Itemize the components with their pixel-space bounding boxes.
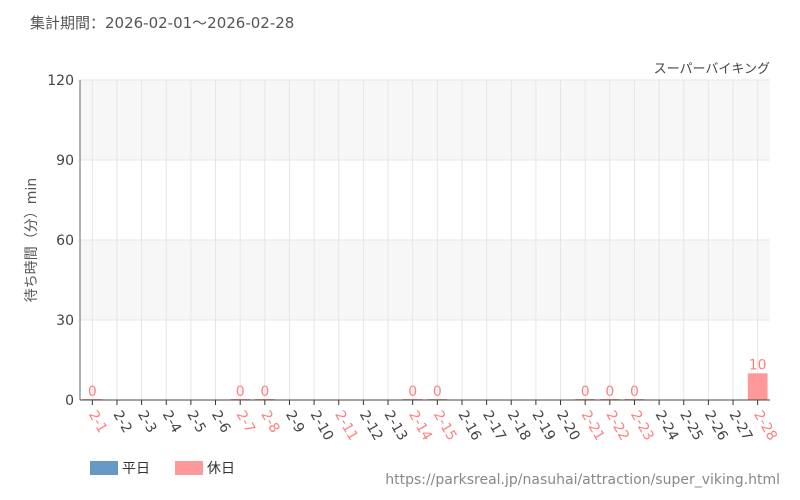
legend-label: 平日 (122, 461, 150, 477)
data-label: 0 (260, 384, 269, 400)
x-tick-label: 2-26 (701, 408, 731, 444)
x-tick-label: 2-23 (627, 408, 657, 444)
y-tick-label: 90 (56, 153, 74, 169)
data-label: 0 (88, 384, 97, 400)
x-tick-label: 2-4 (159, 408, 184, 436)
y-tick-label: 30 (56, 313, 74, 329)
data-label: 0 (236, 384, 245, 400)
x-tick-label: 2-1 (85, 408, 110, 436)
grid-band (80, 240, 770, 320)
x-tick-label: 2-22 (602, 408, 632, 444)
x-tick-label: 2-27 (726, 408, 756, 444)
data-label: 10 (749, 357, 767, 373)
x-tick-label: 2-24 (652, 408, 682, 444)
x-tick-label: 2-7 (233, 408, 258, 436)
grid-band (80, 80, 770, 160)
x-tick-label: 2-11 (331, 408, 361, 444)
x-tick-label: 2-18 (504, 408, 534, 444)
x-tick-label: 2-12 (356, 408, 386, 444)
x-tick-label: 2-17 (479, 408, 509, 444)
legend-holiday[interactable]: 休日 (175, 458, 235, 478)
x-tick-label: 2-2 (110, 408, 135, 436)
bar (747, 373, 768, 400)
x-tick-label: 2-25 (676, 408, 706, 444)
data-label: 0 (408, 384, 417, 400)
x-tick-label: 2-20 (553, 408, 583, 444)
y-axis-label: 待ち時間（分）min (24, 178, 40, 302)
x-tick-label: 2-3 (134, 408, 159, 436)
x-tick-label: 2-13 (381, 408, 411, 444)
legend-label: 休日 (207, 461, 235, 477)
x-tick-label: 2-5 (183, 408, 208, 436)
y-tick-label: 120 (47, 73, 74, 89)
y-tick-label: 60 (56, 233, 74, 249)
legend-swatch (90, 461, 118, 475)
source-url: https://parksreal.jp/nasuhai/attraction/… (385, 472, 780, 488)
period-title: 集計期間：2026-02-01～2026-02-28 (30, 14, 295, 32)
x-tick-label: 2-6 (208, 408, 233, 436)
y-tick-label: 0 (65, 393, 74, 409)
data-label: 0 (605, 384, 614, 400)
legend-swatch (175, 461, 203, 475)
x-tick-label: 2-16 (455, 408, 485, 444)
chart-title: スーパーバイキング (654, 62, 770, 77)
x-tick-label: 2-21 (578, 408, 608, 444)
x-tick-label: 2-14 (405, 408, 435, 444)
data-label: 0 (581, 384, 590, 400)
x-tick-label: 2-19 (528, 408, 558, 444)
legend-weekday[interactable]: 平日 (90, 458, 150, 478)
x-tick-label: 2-15 (430, 408, 460, 444)
x-tick-label: 2-28 (750, 408, 780, 444)
x-tick-label: 2-10 (307, 408, 337, 444)
x-tick-label: 2-8 (257, 408, 282, 436)
data-label: 0 (630, 384, 639, 400)
x-tick-label: 2-9 (282, 408, 307, 436)
data-label: 0 (433, 384, 442, 400)
